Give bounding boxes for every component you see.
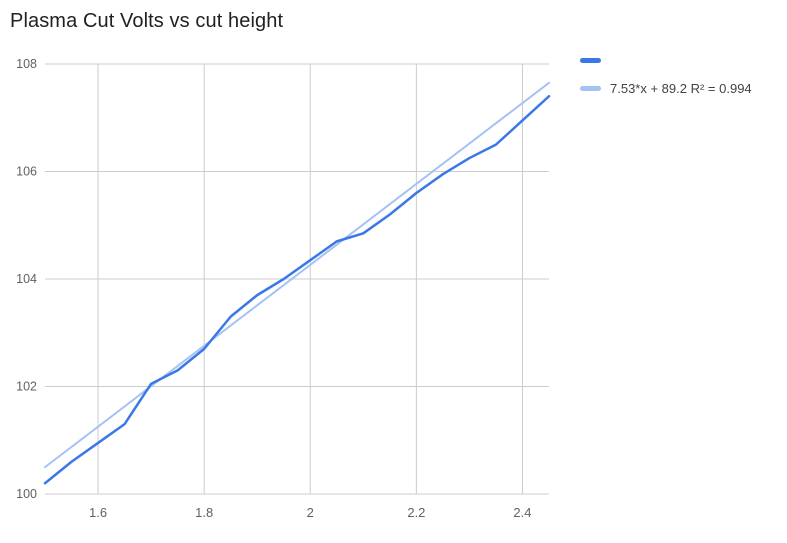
x-tick-label: 2.4	[513, 505, 531, 520]
legend: 7.53*x + 89.2 R² = 0.994	[580, 56, 752, 96]
chart-title: Plasma Cut Volts vs cut height	[10, 10, 284, 32]
x-tick-label: 2.2	[407, 505, 425, 520]
trendline-label: 7.53*x + 89.2 R² = 0.994	[610, 81, 752, 96]
y-tick-label: 106	[16, 165, 37, 179]
plot-area: 100 102 104 106 108 1.6 1.8 2 2.2 2.4	[16, 57, 551, 520]
trendline-swatch	[580, 86, 601, 91]
y-tick-label: 100	[16, 487, 37, 501]
y-tick-label: 104	[16, 272, 37, 286]
legend-item-trendline: 7.53*x + 89.2 R² = 0.994	[580, 81, 752, 96]
series-line-path	[43, 95, 551, 485]
series-swatch	[580, 57, 601, 63]
x-tick-label: 1.6	[89, 505, 107, 520]
y-tick-label: 108	[16, 57, 37, 71]
x-tick-label: 2	[307, 505, 314, 520]
legend-item-series	[580, 56, 752, 64]
y-tick-label: 102	[16, 380, 37, 394]
trendline-path	[44, 81, 550, 469]
x-tick-label: 1.8	[195, 505, 213, 520]
